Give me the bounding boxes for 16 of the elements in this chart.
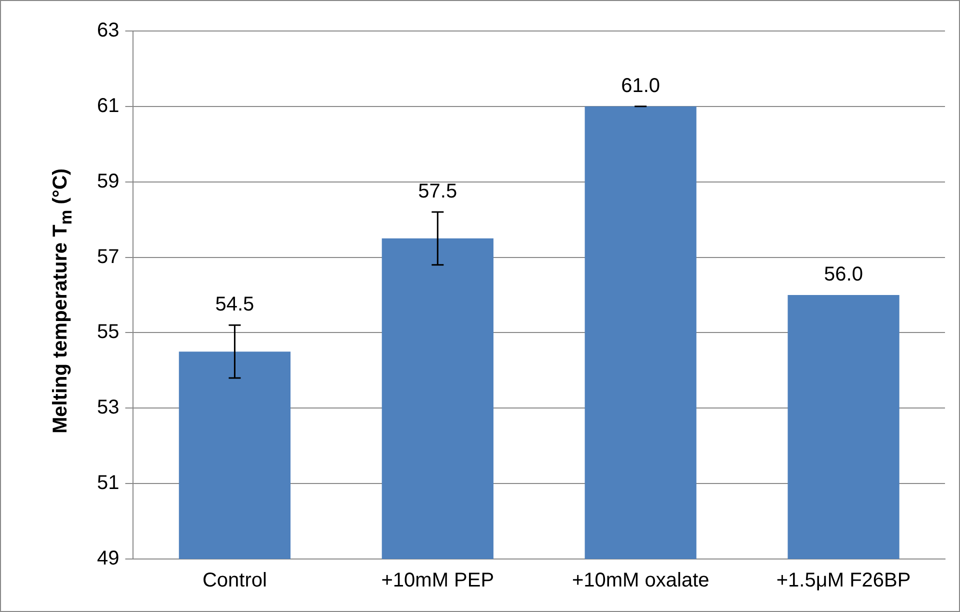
data-label: 57.5 [418, 180, 458, 203]
y-tick-label: 53 [96, 396, 120, 419]
x-tick-label: +10mM PEP [381, 570, 494, 592]
x-tick-label: Control [202, 570, 267, 592]
data-label: 56.0 [824, 264, 863, 286]
x-tick-label: +1.5μM F26BP [776, 570, 911, 592]
y-tick-label: 59 [96, 170, 120, 192]
y-tick-label: 55 [96, 321, 120, 344]
data-label: 54.5 [215, 294, 254, 316]
y-tick-label: 63 [96, 20, 120, 42]
y-tick-label: 57 [96, 246, 120, 268]
y-tick-label: 51 [96, 472, 120, 494]
y-tick-label: 61 [96, 94, 120, 117]
data-label: 61.0 [621, 74, 660, 97]
y-tick-label: 49 [96, 548, 120, 570]
x-tick-label: +10mM oxalate [572, 570, 710, 592]
